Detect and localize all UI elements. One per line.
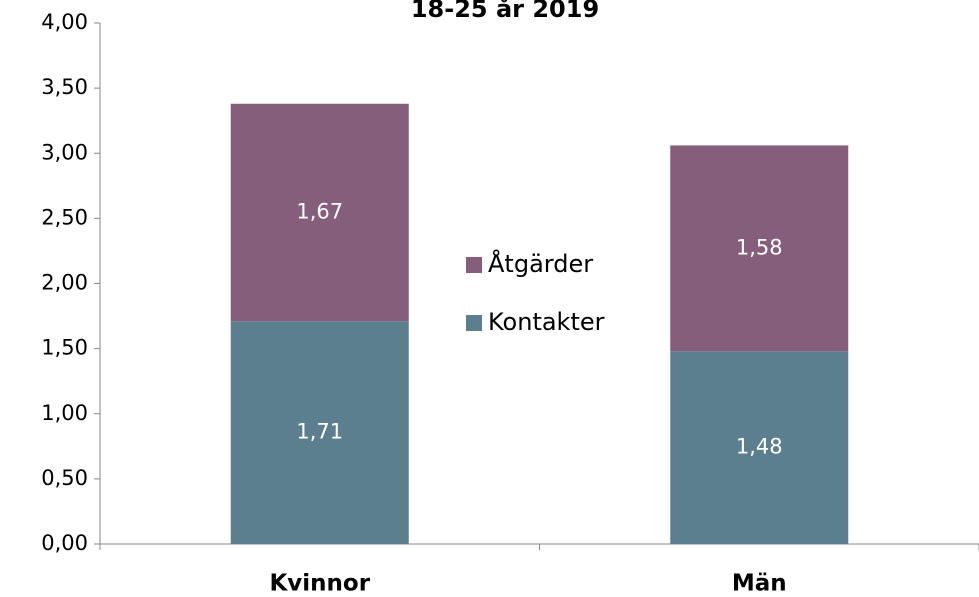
y-tick-label: 1,50 xyxy=(41,336,88,360)
y-tick-label: 2,00 xyxy=(41,271,88,295)
value-label: 1,71 xyxy=(296,420,343,444)
legend-swatch xyxy=(466,257,482,273)
bar-segment xyxy=(230,321,409,544)
y-tick-label: 4,00 xyxy=(41,10,88,34)
chart-title: 18-25 år 2019 xyxy=(411,0,599,23)
y-tick-label: 2,50 xyxy=(41,205,88,229)
bar-segment xyxy=(670,351,849,544)
y-tick-label: 0,50 xyxy=(41,466,88,490)
y-tick-label: 3,00 xyxy=(41,140,88,164)
x-tick-label: Män xyxy=(732,571,787,597)
x-tick-label: Kvinnor xyxy=(269,571,370,597)
y-tick-label: 0,00 xyxy=(41,531,88,555)
y-tick-label: 1,00 xyxy=(41,401,88,425)
legend-swatch xyxy=(466,315,482,331)
value-label: 1,48 xyxy=(736,435,783,459)
value-label: 1,67 xyxy=(296,200,343,224)
bar-segment xyxy=(670,145,849,352)
value-label: 1,58 xyxy=(736,235,783,259)
y-tick-label: 3,50 xyxy=(41,75,88,99)
bar-segment xyxy=(230,103,409,322)
legend-label: Kontakter xyxy=(488,308,605,336)
legend-label: Åtgärder xyxy=(488,249,593,278)
